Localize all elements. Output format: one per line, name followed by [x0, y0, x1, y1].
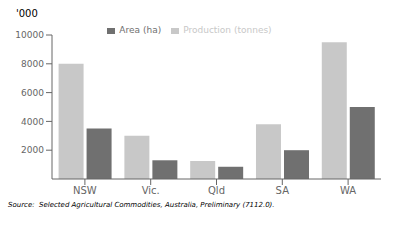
html-text:Area (ha): Area (ha): [119, 25, 162, 35]
svg-text:Vic.: Vic.: [142, 185, 160, 196]
svg-text:WA: WA: [340, 185, 356, 196]
svg-text:NSW: NSW: [73, 185, 97, 196]
html-text:'000: '000: [16, 8, 38, 19]
svg-text:4000: 4000: [21, 117, 44, 127]
svg-text:8000: 8000: [21, 59, 44, 69]
svg-text:Qld: Qld: [208, 185, 225, 196]
svg-text:10000: 10000: [15, 30, 44, 40]
html-text:Production (tonnes): Production (tonnes): [183, 25, 272, 35]
svg-text:6000: 6000: [21, 88, 44, 98]
html-text:Source: Selected Agricultural: Source: Selected Agricultural Commoditie…: [8, 201, 275, 209]
svg-text:2000: 2000: [21, 145, 44, 155]
svg-text:SA: SA: [276, 185, 290, 196]
